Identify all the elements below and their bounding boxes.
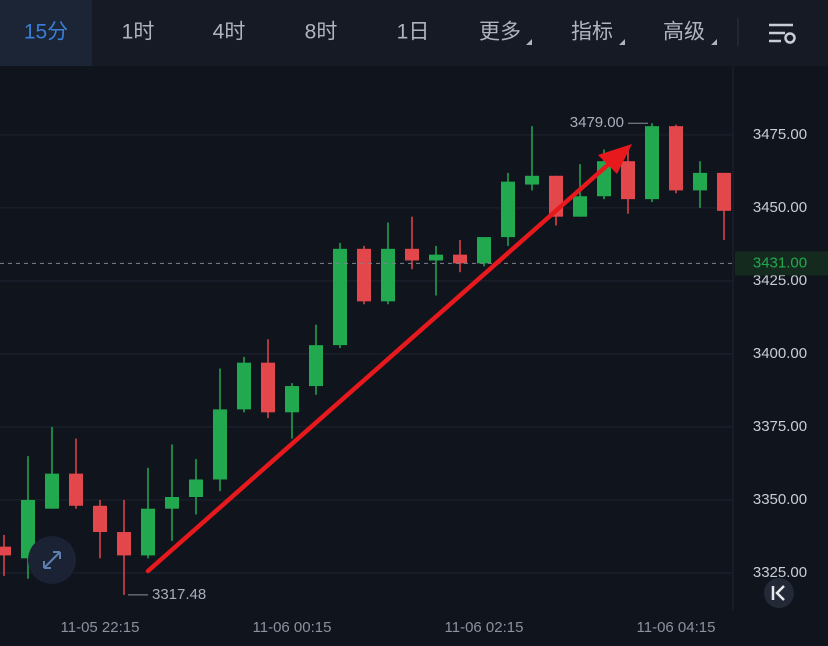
- y-tick-label: 3425.00: [753, 272, 807, 289]
- tab[interactable]: 更多: [479, 21, 521, 44]
- candle-body: [453, 254, 467, 264]
- tab[interactable]: 1时: [122, 21, 155, 44]
- y-tick-label: 3350.00: [753, 491, 807, 508]
- dropdown-icon: [526, 39, 532, 45]
- candle-body: [381, 248, 395, 302]
- high-label: 3479.00: [570, 114, 624, 131]
- tab[interactable]: 指标: [571, 21, 613, 44]
- candle-body: [117, 532, 131, 556]
- tabs: 15分 1时 4时 8时 1日 更多 指标 高级: [24, 21, 705, 44]
- tab[interactable]: 15分: [24, 21, 68, 44]
- candle-body: [429, 254, 443, 261]
- x-tick-label: 11-06 02:15: [445, 619, 524, 636]
- candle-body: [309, 345, 323, 387]
- candle-body: [141, 508, 155, 556]
- x-tick-label: 11-06 00:15: [253, 619, 332, 636]
- candle-body: [189, 479, 203, 497]
- candle-body: [69, 473, 83, 506]
- last-price-label: 3431.00: [753, 254, 807, 271]
- candle-body: [501, 181, 515, 238]
- candle-body: [21, 499, 35, 559]
- y-tick-label: 3375.00: [753, 418, 807, 435]
- settings-icon[interactable]: [769, 23, 796, 44]
- toolbar: [0, 0, 828, 66]
- last-price-box: [735, 251, 828, 276]
- candle-body: [573, 196, 587, 217]
- y-tick-label: 3400.00: [753, 345, 807, 362]
- candle-body: [693, 172, 707, 191]
- tab[interactable]: 8时: [305, 21, 338, 44]
- candle-body: [717, 172, 731, 211]
- candle-body: [213, 409, 227, 480]
- dropdown-icon: [619, 39, 625, 45]
- labels: 3325.00 3350.00 3375.00 3400.00 3425.00 3450.…: [0, 114, 828, 636]
- candle-body: [45, 473, 59, 509]
- y-tick-label: 3325.00: [753, 564, 807, 581]
- dropdown-icon: [711, 39, 717, 45]
- candle-body: [645, 126, 659, 200]
- candle-body: [237, 362, 251, 410]
- tab[interactable]: 高级: [663, 21, 705, 44]
- candle-body: [0, 546, 11, 556]
- expand-button[interactable]: [28, 536, 76, 584]
- candle-body: [621, 161, 635, 200]
- candle-body: [285, 386, 299, 413]
- candle-body: [165, 496, 179, 509]
- candles: [0, 123, 731, 595]
- candle-body: [357, 248, 371, 302]
- active-tab-bg: [0, 0, 92, 66]
- candle-body: [333, 248, 347, 346]
- y-tick-label: 3450.00: [753, 199, 807, 216]
- candle-body: [405, 248, 419, 261]
- candle-body: [477, 237, 491, 264]
- back-to-latest-button[interactable]: [764, 578, 794, 608]
- trend-arrow: [145, 144, 632, 574]
- candle-body: [525, 175, 539, 185]
- y-tick-label: 3475.00: [753, 126, 807, 143]
- candle-body: [261, 362, 275, 413]
- x-tick-label: 11-06 04:15: [637, 619, 716, 636]
- tab[interactable]: 4时: [213, 21, 246, 44]
- candle-body: [93, 505, 107, 533]
- tab[interactable]: 1日: [397, 21, 430, 44]
- candle-body: [669, 126, 683, 191]
- low-label: 3317.48: [152, 586, 206, 603]
- x-tick-label: 11-05 22:15: [61, 619, 140, 636]
